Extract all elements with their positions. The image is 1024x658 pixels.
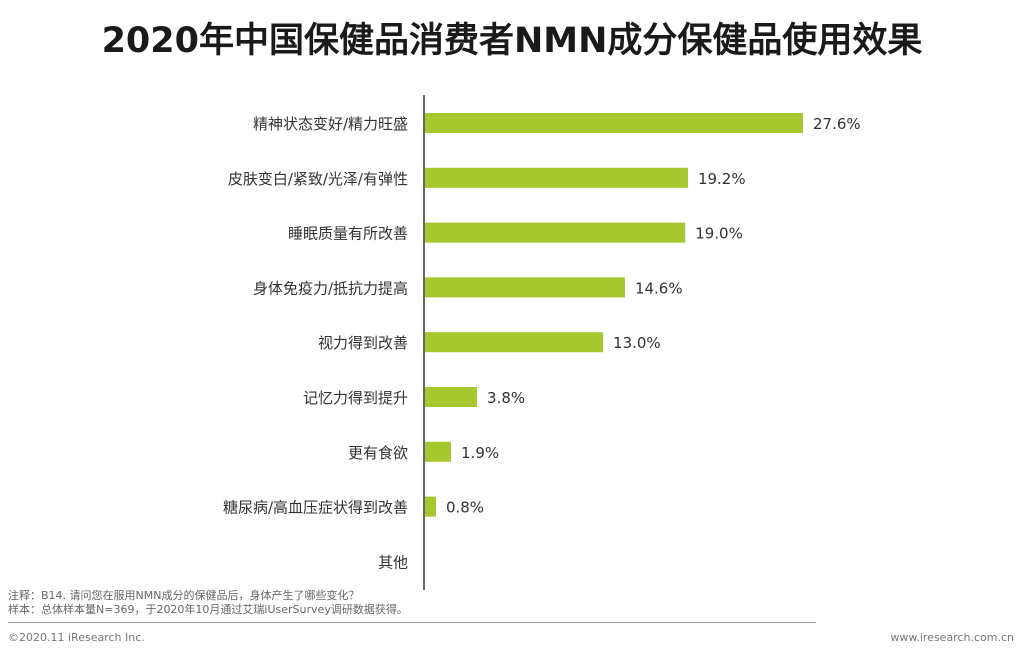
bar (425, 167, 688, 188)
category-label: 皮肤变白/紧致/光泽/有弹性 (228, 170, 408, 188)
value-label: 19.2% (698, 170, 746, 188)
footer-divider (8, 622, 816, 623)
category-label: 更有食欲 (348, 444, 408, 462)
copyright-text: ©2020.11 iResearch Inc. (8, 631, 145, 644)
bar-chart: 精神状态变好/精力旺盛 27.6% 皮肤变白/紧致/光泽/有弹性 19.2% 睡眠质量有… (223, 95, 861, 590)
bar (425, 387, 478, 407)
value-label: 3.8% (487, 389, 525, 407)
value-label: 1.9% (461, 444, 499, 462)
value-label: 19.0% (695, 225, 743, 243)
bar (425, 113, 803, 133)
category-label: 视力得到改善 (318, 334, 408, 352)
category-label: 糖尿病/高血压症状得到改善 (223, 499, 408, 517)
bar (425, 222, 686, 243)
category-label: 其他 (378, 553, 408, 571)
bar (425, 332, 604, 353)
bar (425, 496, 436, 517)
value-label: 27.6% (813, 115, 861, 133)
value-label: 14.6% (635, 279, 683, 297)
note-sample: 样本：总体样本量N=369，于2020年10月通过艾瑞iUserSurvey调研… (8, 603, 408, 616)
bar (425, 441, 452, 462)
category-label: 睡眠质量有所改善 (288, 225, 408, 243)
category-label: 精神状态变好/精力旺盛 (253, 115, 408, 133)
bar (425, 277, 625, 298)
category-label: 记忆力得到提升 (303, 389, 408, 407)
website-text: www.iresearch.com.cn (890, 631, 1014, 644)
value-label: 0.8% (446, 499, 484, 517)
chart-title: 2020年中国保健品消费者NMN成分保健品使用效果 (101, 21, 923, 61)
category-label: 身体免疫力/抵抗力提高 (253, 279, 408, 297)
note-question: 注释：B14. 请问您在服用NMN成分的保健品后，身体产生了哪些变化？ (8, 589, 360, 602)
footnotes: 注释：B14. 请问您在服用NMN成分的保健品后，身体产生了哪些变化？ 样本：总… (8, 589, 408, 617)
value-label: 13.0% (613, 334, 661, 352)
